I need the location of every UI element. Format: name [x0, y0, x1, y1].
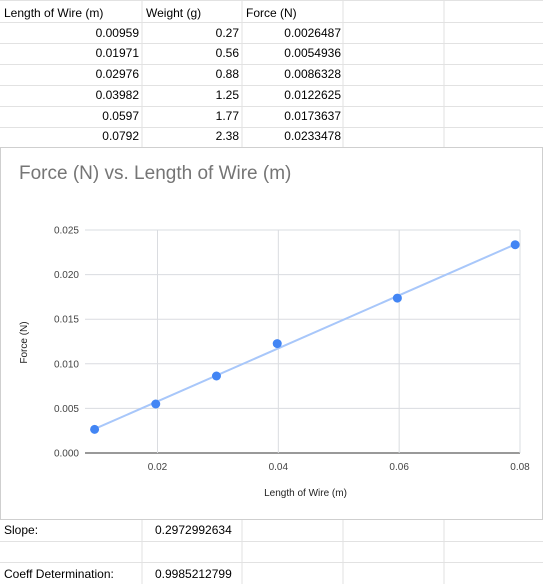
cell-length[interactable]: 0.02976 — [95, 67, 139, 81]
cell-force[interactable]: 0.0122625 — [284, 88, 341, 102]
cell-force[interactable]: 0.0086328 — [284, 67, 341, 81]
trendline — [94, 243, 516, 430]
header-weight[interactable]: Weight (g) — [146, 6, 202, 20]
cell-force[interactable]: 0.0233478 — [284, 129, 341, 143]
x-tick-label: 0.02 — [148, 462, 168, 473]
data-point — [90, 424, 100, 434]
slope-label[interactable]: Slope: — [4, 523, 39, 537]
scatter-plot: 0.000 0.005 0.010 0.015 0.020 0.025 0.02 0.04 0.… — [19, 226, 530, 500]
cell-length[interactable]: 0.00959 — [95, 26, 139, 40]
cell-force[interactable]: 0.0173637 — [284, 109, 341, 123]
y-tick-label: 0.020 — [54, 270, 79, 281]
cell-weight[interactable]: 0.88 — [215, 67, 239, 81]
y-axis-title: Force (N) — [19, 321, 30, 363]
chart-title: Force (N) vs. Length of Wire (m) — [19, 163, 292, 184]
cell-length[interactable]: 0.0792 — [102, 129, 139, 143]
cell-length[interactable]: 0.0597 — [102, 109, 139, 123]
cell-weight[interactable]: 0.27 — [215, 26, 239, 40]
coeff-value[interactable]: 0.9985212799 — [155, 567, 232, 581]
embedded-chart[interactable] — [0, 147, 543, 520]
data-point — [211, 371, 221, 381]
cell-force[interactable]: 0.0054936 — [284, 46, 341, 60]
x-tick-label: 0.08 — [510, 462, 530, 473]
cell-weight[interactable]: 2.38 — [215, 129, 239, 143]
cell-weight[interactable]: 1.77 — [215, 109, 239, 123]
slope-value[interactable]: 0.2972992634 — [155, 523, 232, 537]
header-force[interactable]: Force (N) — [246, 6, 297, 20]
x-tick-label: 0.06 — [389, 462, 409, 473]
data-point — [272, 339, 282, 349]
header-length[interactable]: Length of Wire (m) — [4, 6, 104, 20]
cell-weight[interactable]: 0.56 — [215, 46, 239, 60]
data-point — [151, 399, 161, 409]
cell-length[interactable]: 0.01971 — [95, 46, 139, 60]
cell-weight[interactable]: 1.25 — [215, 88, 239, 102]
y-tick-label: 0.005 — [54, 404, 79, 415]
y-tick-label: 0.015 — [54, 315, 79, 326]
data-point — [510, 240, 520, 250]
cell-force[interactable]: 0.0026487 — [284, 26, 341, 40]
y-tick-label: 0.000 — [54, 449, 79, 460]
cell-length[interactable]: 0.03982 — [95, 88, 139, 102]
data-point — [392, 293, 402, 303]
y-tick-label: 0.010 — [54, 359, 79, 370]
coeff-label[interactable]: Coeff Determination: — [4, 567, 114, 581]
y-tick-label: 0.025 — [54, 226, 79, 237]
x-axis-title: Length of Wire (m) — [264, 488, 347, 499]
x-tick-label: 0.04 — [269, 462, 289, 473]
